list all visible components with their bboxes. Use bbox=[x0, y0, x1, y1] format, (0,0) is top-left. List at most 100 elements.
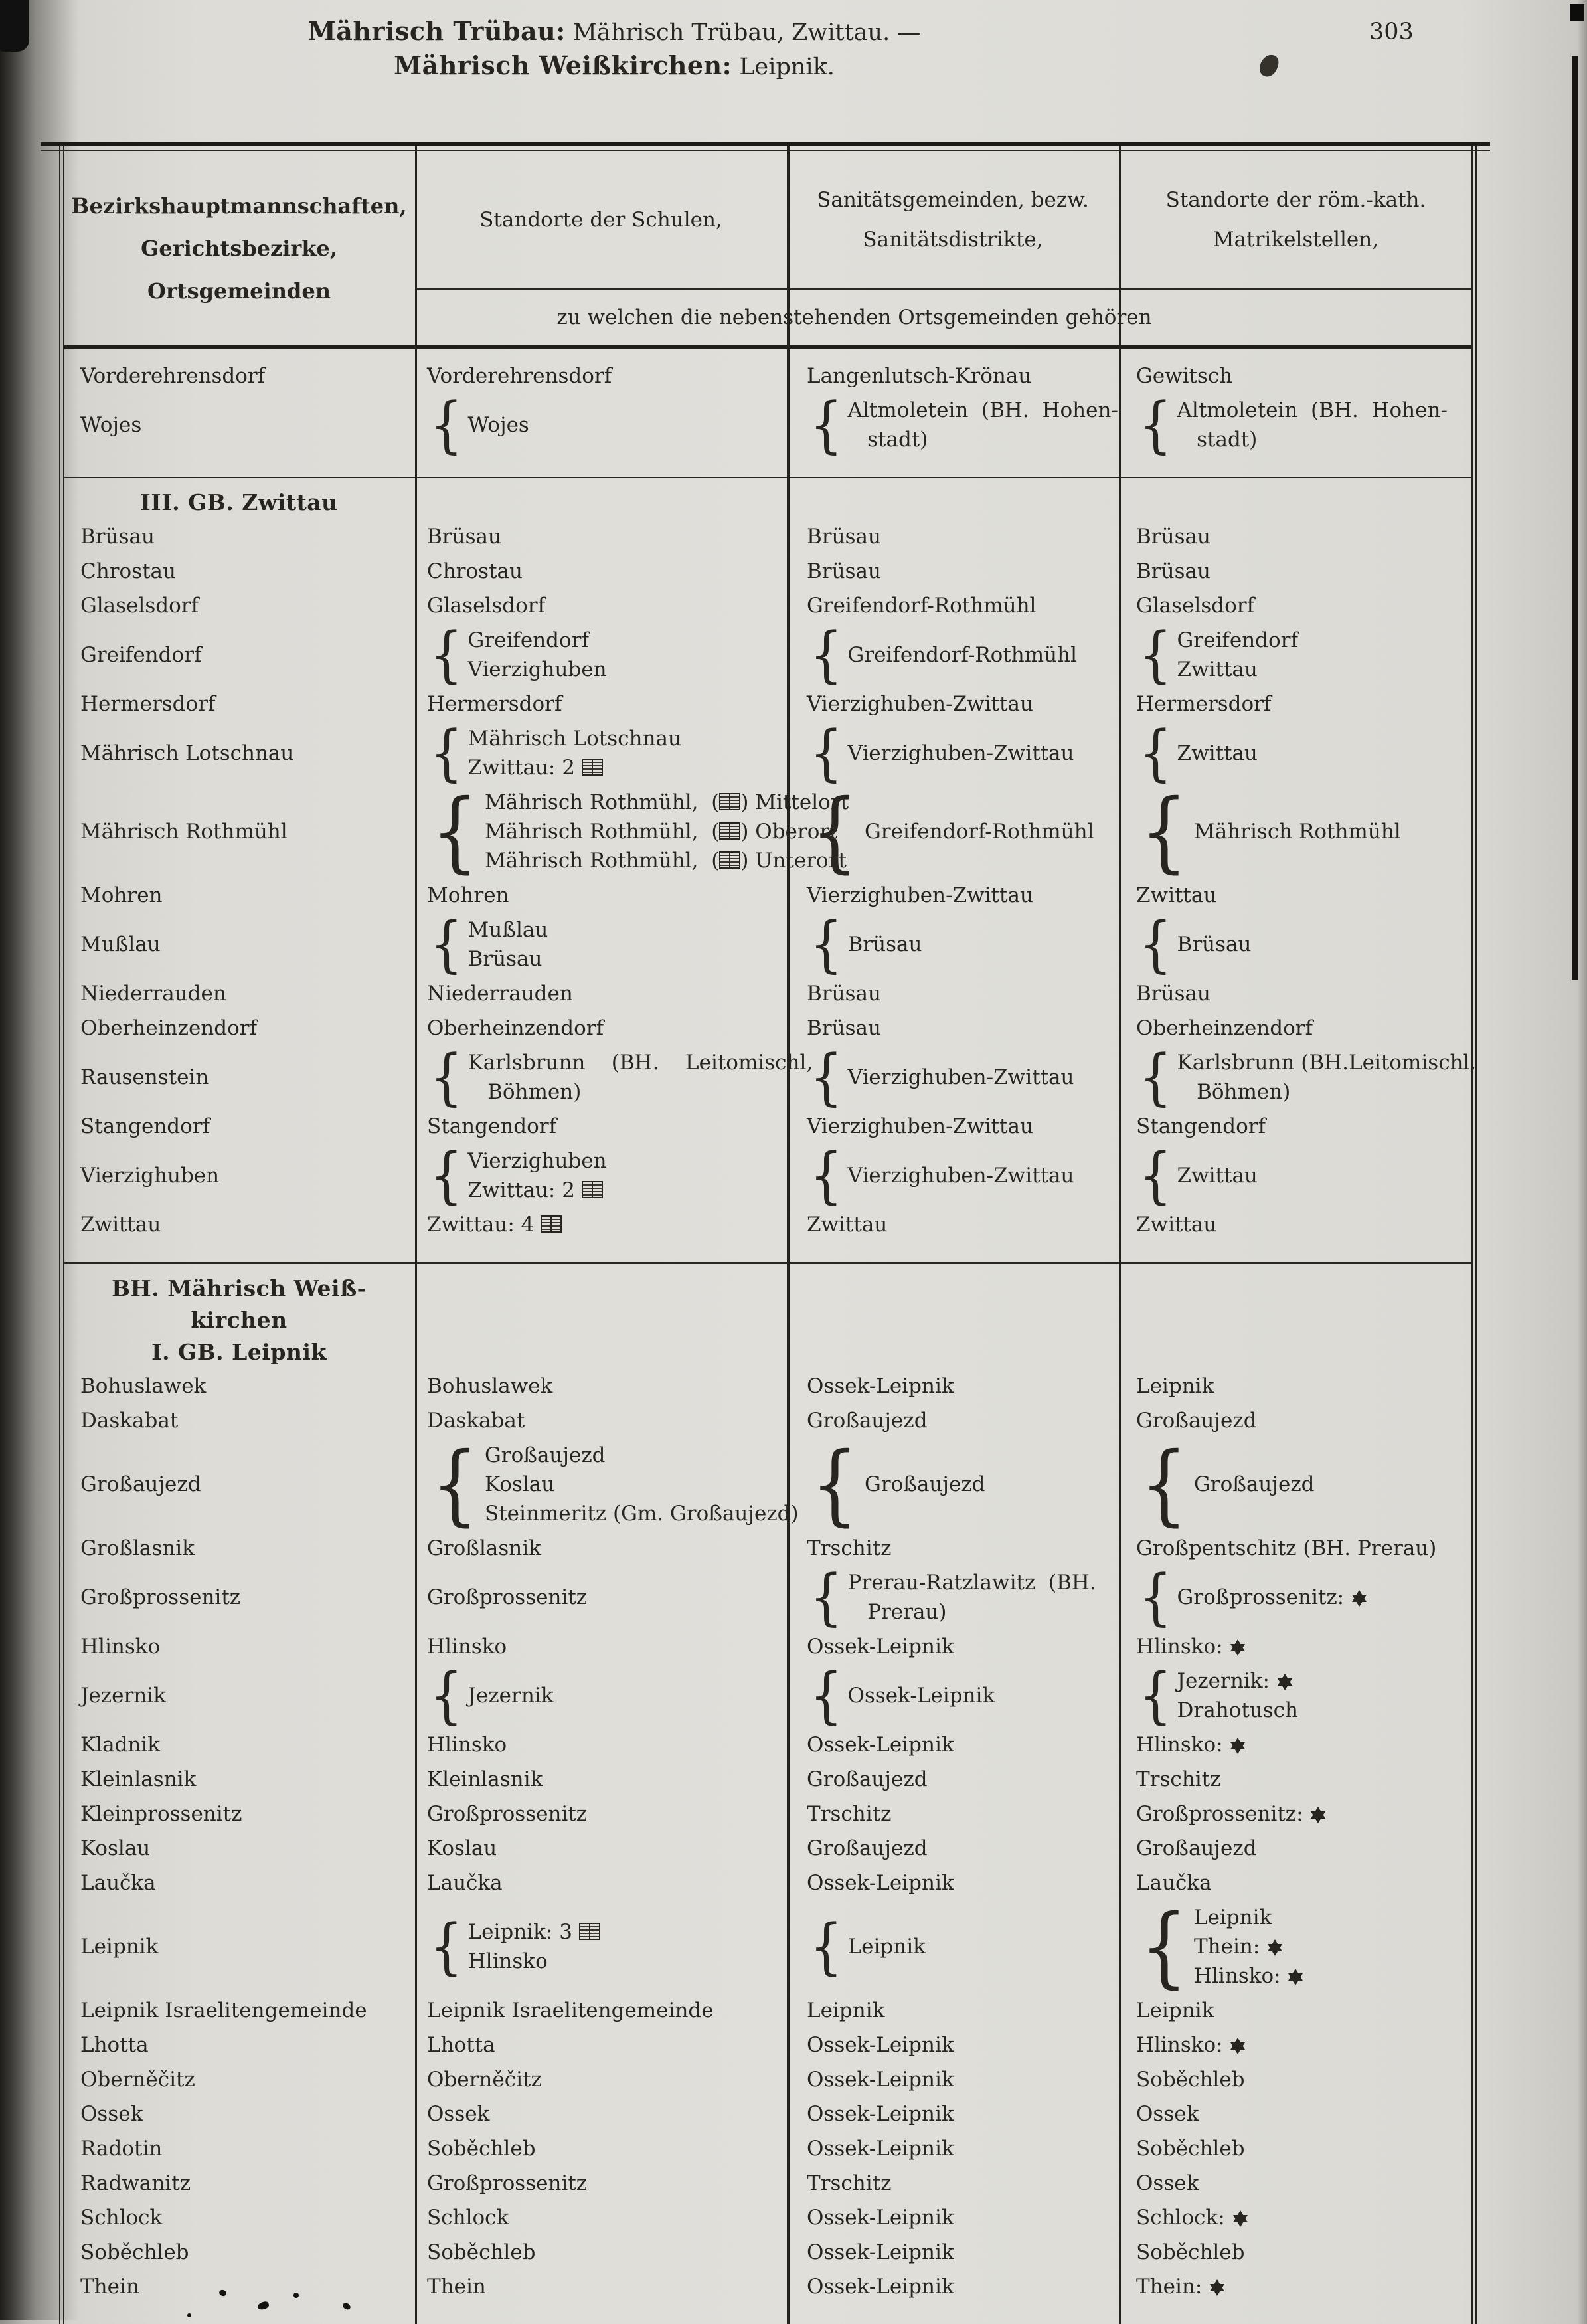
table-row: Greifendorf{Greifendorf Vierzighuben{Grei… bbox=[63, 623, 1473, 687]
cell-entry: Rausenstein bbox=[80, 1063, 415, 1092]
cell-entry: Zwittau bbox=[1136, 881, 1473, 910]
entry-line: Hlinsko: bbox=[1136, 2030, 1246, 2060]
cell-sanitaet: {Greifendorf-Rothmühl bbox=[787, 788, 1119, 875]
entry-line: Trschitz bbox=[807, 1536, 892, 1560]
cell-matrikel: {Karlsbrunn (BH.Leitomischl, Böhmen) bbox=[1119, 1046, 1476, 1107]
entry-line: Oberněčitz bbox=[80, 2068, 195, 2092]
entry-line: Brüsau bbox=[807, 982, 881, 1006]
table-header: Bezirkshauptmannschaften, Gerichtsbezirk… bbox=[63, 151, 1473, 349]
cell-entry: Hlinsko: bbox=[1136, 1632, 1473, 1661]
title-rest-1: Mährisch Trübau, Zwittau. — bbox=[572, 19, 921, 46]
entry-line: Zwittau bbox=[80, 1213, 161, 1237]
cell-sanitaet: Trschitz bbox=[787, 2169, 1119, 2198]
table-row: Niederrauden Niederrauden Brüsau Brüsau bbox=[63, 976, 1473, 1011]
open-book-icon bbox=[541, 1215, 562, 1233]
cell-ortsgemeinde: Jezernik bbox=[63, 1681, 415, 1710]
entry-line: Greifendorf bbox=[80, 643, 202, 667]
table-row: Laučka Laučka Ossek-Leipnik Laučka bbox=[63, 1866, 1473, 1900]
cell-schulen: Hermersdorf bbox=[415, 689, 787, 719]
cell-schulen: Hlinsko bbox=[415, 1632, 787, 1661]
entry-line: Mährisch Lotschnau bbox=[80, 741, 294, 765]
entry-line: Langenlutsch-Krönau bbox=[807, 364, 1032, 388]
cell-sanitaet: Großaujezd bbox=[787, 1406, 1119, 1435]
cell-schulen: Soběchleb bbox=[415, 2134, 787, 2163]
ink-speck bbox=[293, 2293, 299, 2298]
cell-ortsgemeinde: Laučka bbox=[63, 1868, 415, 1898]
cell-ortsgemeinde: Großlasnik bbox=[63, 1534, 415, 1563]
group-brace: { bbox=[430, 908, 463, 980]
header-span-note: zu welchen die nebenstehenden Ortsgemein… bbox=[415, 288, 1473, 345]
cell-matrikel: {Großaujezd bbox=[1119, 1441, 1473, 1528]
entry-line: Greifendorf bbox=[1177, 628, 1298, 652]
entry-line: Vorderehrensdorf bbox=[80, 364, 266, 388]
entry-line: Hlinsko: bbox=[1136, 1730, 1246, 1759]
entry-line: Mohren bbox=[80, 883, 163, 907]
cell-entry: Brüsau bbox=[807, 1014, 1119, 1043]
cell-matrikel: Großprossenitz: bbox=[1119, 1799, 1473, 1829]
table-vertical-rule bbox=[415, 146, 417, 2324]
cell-schulen: Großlasnik bbox=[415, 1534, 787, 1563]
star-of-david-icon bbox=[1229, 2037, 1246, 2054]
entry-line: Ossek-Leipnik bbox=[807, 2068, 954, 2092]
cell-entry: {Mährisch Lotschnau Zwittau: 2 bbox=[427, 722, 787, 783]
entry-line: Brüsau bbox=[847, 932, 922, 956]
entry-line: Großprossenitz: bbox=[1136, 1799, 1327, 1829]
cell-schulen: {Leipnik: 3 Hlinsko bbox=[415, 1910, 787, 1982]
entry-line: Brüsau bbox=[807, 1016, 881, 1040]
cell-sanitaet: Langenlutsch-Krönau bbox=[787, 361, 1119, 391]
cell-matrikel: Großaujezd bbox=[1119, 1834, 1473, 1863]
entry-line: stadt) bbox=[1177, 428, 1258, 452]
cell-entry: Großaujezd bbox=[80, 1470, 415, 1499]
group-brace: { bbox=[1139, 908, 1173, 980]
gazetteer-table: Bezirkshauptmannschaften, Gerichtsbezirk… bbox=[41, 142, 1490, 2324]
entry-line: Brüsau bbox=[1136, 525, 1211, 549]
entry-line: Oberheinzendorf bbox=[427, 1016, 604, 1040]
group-brace: { bbox=[809, 1139, 843, 1211]
title-bold-2: Mährisch Weißkirchen: bbox=[394, 50, 732, 80]
cell-entry: Vierzighuben-Zwittau bbox=[807, 689, 1119, 719]
cell-ortsgemeinde: Großprossenitz bbox=[63, 1583, 415, 1612]
open-book-icon bbox=[719, 822, 741, 840]
open-book-icon bbox=[581, 1181, 603, 1198]
cell-entry: Trschitz bbox=[807, 1534, 1119, 1563]
cell-ortsgemeinde: Soběchleb bbox=[63, 2238, 415, 2267]
entry-line: Radwanitz bbox=[80, 2171, 191, 2195]
cell-ortsgemeinde: Stangendorf bbox=[63, 1112, 415, 1141]
cell-entry: Großlasnik bbox=[80, 1534, 415, 1563]
cell-entry: Oberheinzendorf bbox=[80, 1014, 415, 1043]
cell-entry: Brüsau bbox=[80, 522, 415, 551]
cell-entry: {Zwittau bbox=[1136, 717, 1473, 788]
page-title-line1: Mährisch Trübau: Mährisch Trübau, Zwitta… bbox=[212, 15, 1016, 49]
entry-line: Ossek-Leipnik bbox=[807, 2102, 954, 2126]
table-vertical-rule bbox=[59, 146, 60, 2324]
entry-line: Leipnik: 3 bbox=[468, 1918, 600, 1947]
entry-line: Soběchleb bbox=[1136, 2240, 1245, 2264]
entry-line: Daskabat bbox=[80, 1409, 179, 1433]
entry-line: Thein bbox=[80, 2275, 139, 2299]
entry-line: Glaselsdorf bbox=[80, 594, 199, 618]
entry-line: Greifendorf bbox=[467, 628, 589, 652]
star-of-david-icon bbox=[1266, 1939, 1284, 1956]
table-row: Koslau Koslau Großaujezd Großaujezd bbox=[63, 1831, 1473, 1866]
group-brace: { bbox=[1139, 717, 1173, 788]
cell-entry: {Jezernik: Drahotusch bbox=[1136, 1664, 1473, 1726]
cell-ortsgemeinde: Glaselsdorf bbox=[63, 591, 415, 620]
table-top-rule bbox=[41, 142, 1490, 151]
cell-matrikel: Trschitz bbox=[1119, 1765, 1473, 1794]
entry-line: Zwittau: 2 bbox=[468, 753, 681, 782]
cell-entry: Großaujezd bbox=[1136, 1834, 1473, 1863]
table-body: Vorderehrensdorf Vorderehrensdorf Langenlu… bbox=[63, 349, 1476, 2324]
cell-entry: {Vierzighuben-Zwittau bbox=[807, 1139, 1119, 1211]
table-section: Vorderehrensdorf Vorderehrensdorf Langenlu… bbox=[63, 349, 1473, 478]
entry-line: Jezernik bbox=[80, 1684, 166, 1708]
entry-line: Leipnik Israelitengemeinde bbox=[80, 1999, 367, 2022]
entry-line: Leipnik Israelitengemeinde bbox=[427, 1999, 714, 2022]
entry-line: Stangendorf bbox=[80, 1115, 210, 1138]
cell-sanitaet: Ossek-Leipnik bbox=[787, 2238, 1119, 2267]
group-brace: { bbox=[809, 618, 843, 690]
cell-entry: {Greifendorf-Rothmühl bbox=[807, 788, 1119, 875]
group-brace: { bbox=[430, 1910, 463, 1982]
title-rest-2: Leipnik. bbox=[739, 54, 835, 80]
cell-entry: Großaujezd bbox=[807, 1834, 1119, 1863]
star-of-david-icon bbox=[1229, 1639, 1246, 1656]
